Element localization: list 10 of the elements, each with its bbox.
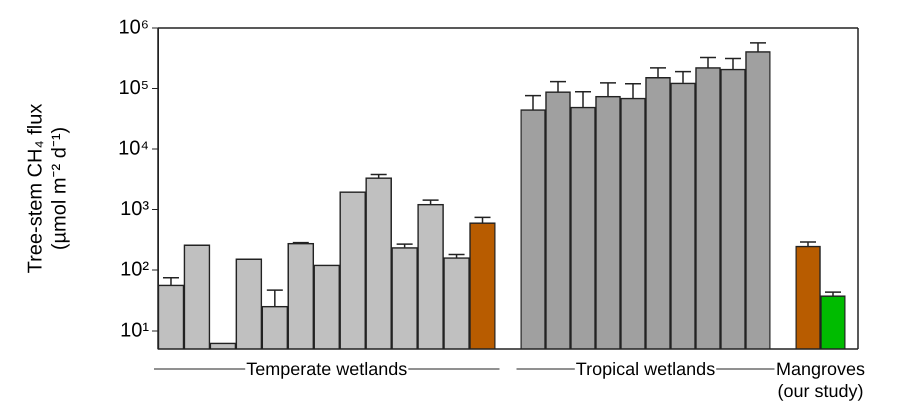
text: Temperate wetlands (246, 358, 408, 380)
text: Tropical wetlands (576, 358, 716, 380)
text: Mangroves (our study) (774, 358, 866, 402)
y-tick-label: 10⁴ (118, 138, 149, 160)
y-tick-label: 10⁵ (118, 77, 149, 100)
y-axis-title: Tree-stem CH₄ flux (µmol m⁻² d⁻¹) (24, 104, 71, 274)
y-tick-label: 10¹ (120, 319, 150, 342)
y-tick-label: 10³ (120, 198, 150, 220)
y-tick-label: 10² (120, 258, 150, 281)
y-tick-label: 10⁶ (118, 16, 149, 39)
